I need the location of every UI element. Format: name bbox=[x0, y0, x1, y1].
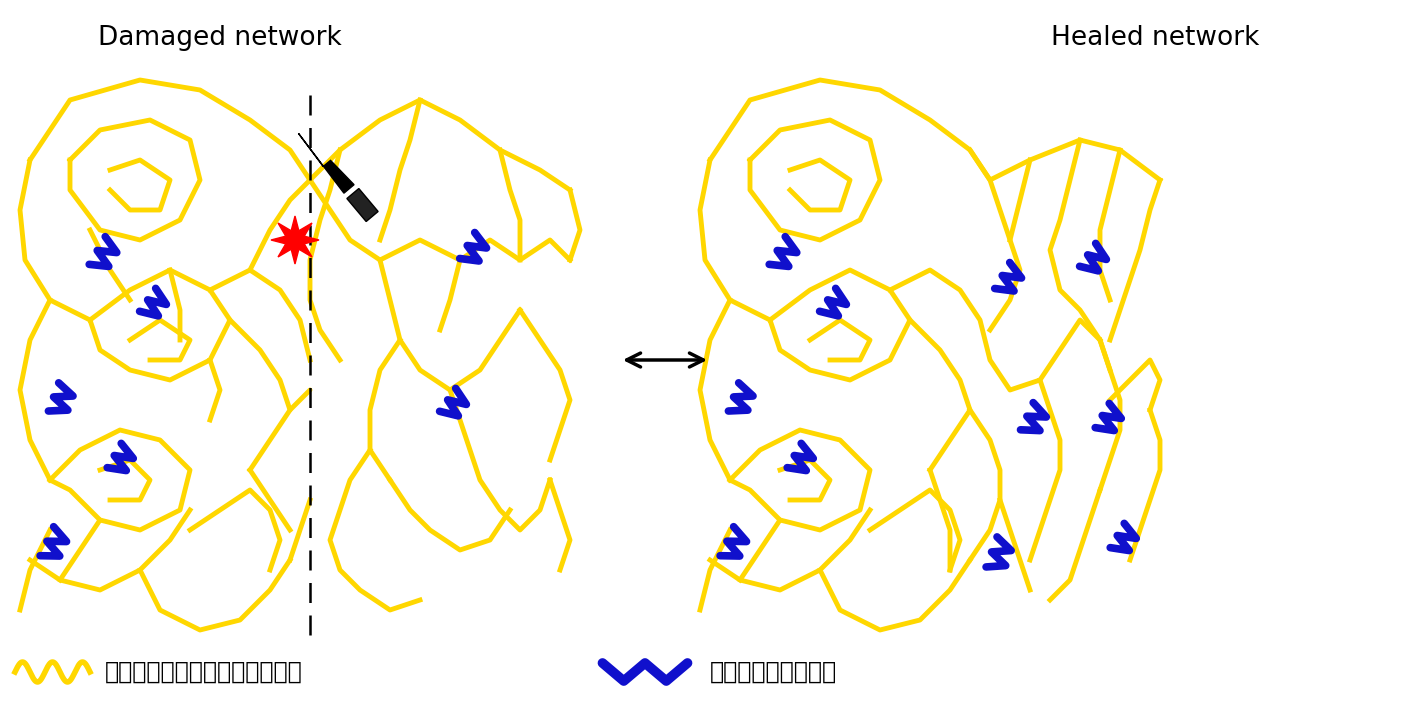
Text: Damaged network: Damaged network bbox=[98, 25, 342, 51]
Polygon shape bbox=[299, 133, 354, 193]
Polygon shape bbox=[270, 216, 319, 264]
Text: 硬い結晶構造の部分: 硬い結晶構造の部分 bbox=[710, 660, 837, 684]
Polygon shape bbox=[347, 189, 379, 222]
Text: Healed network: Healed network bbox=[1050, 25, 1259, 51]
Text: 柔らかな結合能力に富んだ部分: 柔らかな結合能力に富んだ部分 bbox=[105, 660, 303, 684]
